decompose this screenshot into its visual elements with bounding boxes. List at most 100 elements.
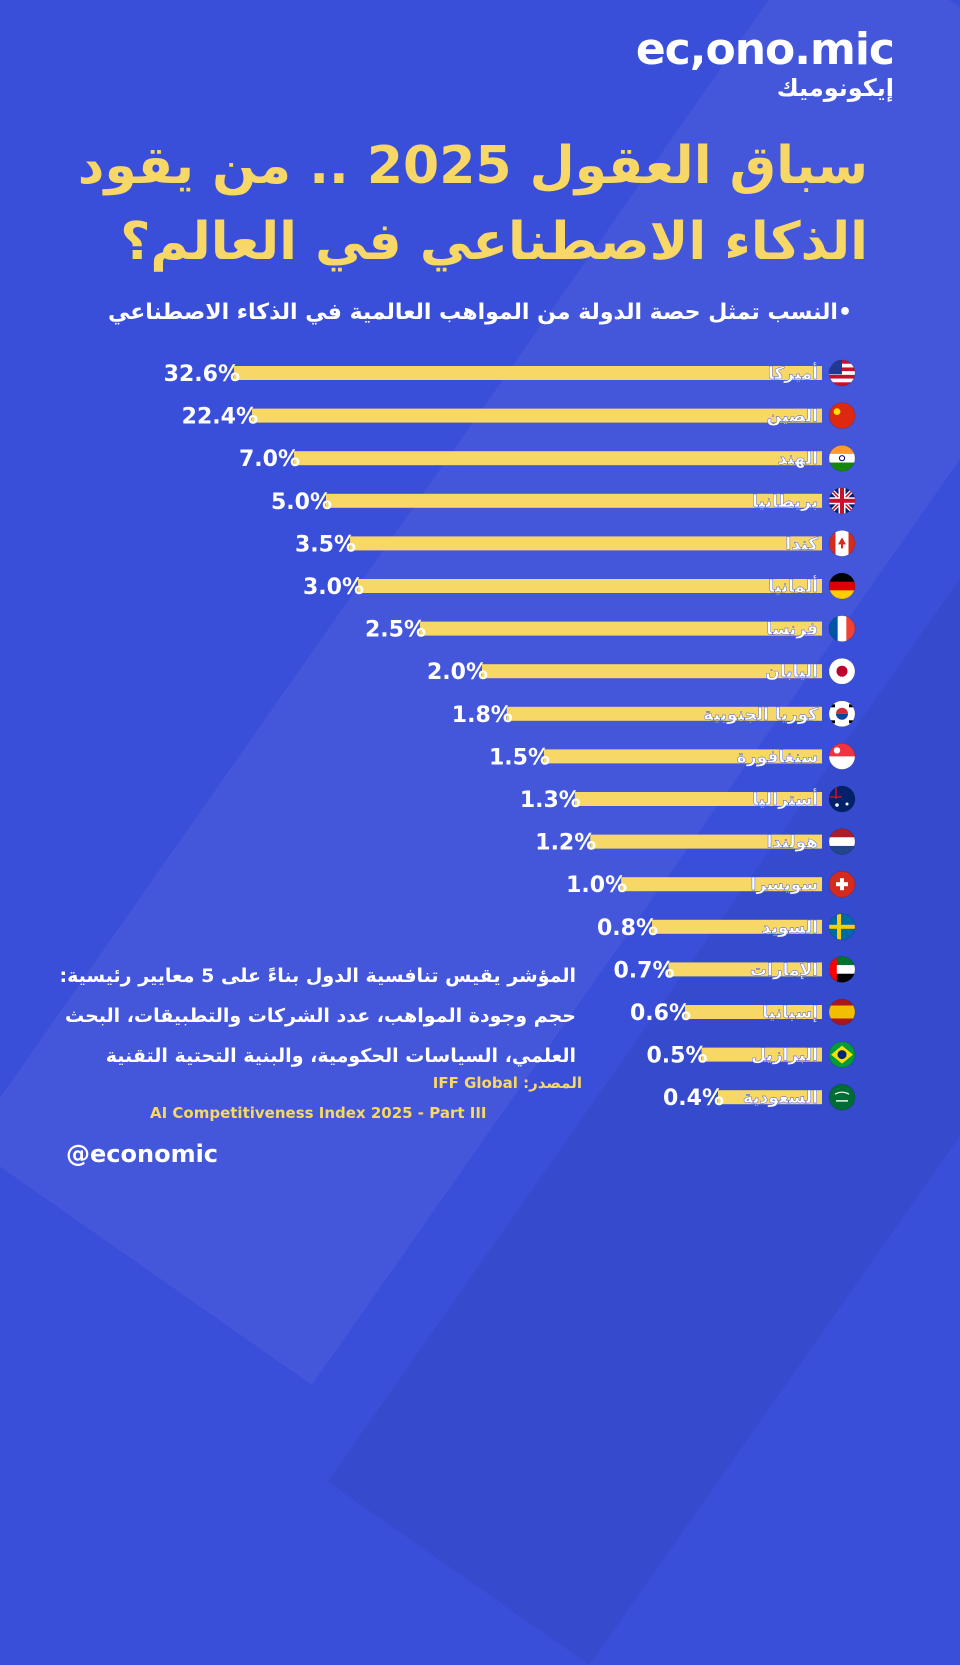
bar-row: ألمانيا 3.0% [303, 572, 856, 600]
flag-us-icon [828, 359, 856, 387]
flag-nl-icon [828, 828, 856, 855]
value-label: 32.6% [164, 362, 240, 387]
bar-row: أستراليا 1.3% [520, 785, 856, 813]
value-label: 5.0% [271, 490, 332, 515]
bar [621, 877, 822, 892]
bar [234, 366, 822, 380]
flag-se-icon [828, 913, 856, 941]
value-label: 0.6% [630, 1001, 691, 1026]
category-label: كوريا الجنوبية [703, 705, 818, 725]
category-label: سنغافورة [737, 747, 818, 767]
bar-row: سنغافورة 1.5% [489, 743, 856, 770]
bar-row: الصين 22.4% [182, 402, 856, 430]
bar-row: فرنسا 2.5% [365, 615, 856, 643]
bar [350, 536, 822, 551]
flag-de-icon [828, 572, 856, 600]
category-label: الهند [778, 449, 818, 469]
bar-row: كندا 3.5% [295, 530, 856, 557]
category-label: البرازيل [751, 1046, 818, 1066]
bar-row: بريطانيا 5.0% [271, 487, 856, 515]
value-label: 1.3% [520, 788, 581, 813]
value-label: 22.4% [182, 405, 258, 430]
bar [652, 919, 822, 934]
flag-au-icon [828, 785, 856, 813]
bar [685, 1005, 822, 1019]
bar-row: كوريا الجنوبية 1.8% [452, 700, 856, 728]
bar [252, 408, 822, 423]
value-label: 7.0% [239, 447, 300, 472]
value-label: 1.0% [566, 873, 627, 898]
value-label: 3.0% [303, 575, 364, 600]
value-label: 0.5% [646, 1044, 707, 1069]
category-label: أستراليا [752, 788, 818, 810]
bar-row: هولندا 1.2% [535, 828, 856, 856]
bar [718, 1090, 822, 1105]
flag-ca-icon [828, 530, 856, 557]
category-label: إسبانيا [762, 1003, 818, 1023]
methodology-note: المؤشر يقيس تنافسية الدول بناءً على 5 مع… [59, 965, 576, 1067]
value-label: 1.5% [489, 745, 550, 770]
source-label: المصدر: IFF Global [432, 1074, 582, 1092]
category-label: سويسرا [751, 875, 818, 895]
bar-row: السويد 0.8% [597, 913, 856, 941]
category-label: فرنسا [766, 620, 818, 640]
flag-ch-icon [828, 870, 856, 898]
bar [574, 792, 822, 806]
flag-kr-icon [828, 700, 856, 728]
social-handle: @economic [66, 1140, 219, 1168]
bar-row: البرازيل 0.5% [646, 1041, 856, 1069]
bar [482, 664, 822, 679]
flag-in-icon [828, 444, 856, 472]
brand-logo: ec,ono.mic إيكونوميك [636, 26, 895, 103]
category-label: كندا [786, 534, 819, 554]
category-label: السويد [762, 918, 818, 938]
flag-ae-icon [828, 956, 856, 983]
category-label: أميركا [768, 362, 818, 384]
flag-cn-icon [828, 402, 856, 430]
bar [420, 621, 822, 636]
value-label: 0.8% [597, 916, 658, 941]
category-label: اليابان [765, 662, 818, 682]
source-report: AI Competitiveness Index 2025 - Part III [150, 1104, 487, 1122]
value-label: 0.4% [663, 1086, 724, 1111]
bar-row: اليابان 2.0% [427, 657, 856, 685]
bar [590, 834, 822, 849]
value-label: 1.2% [535, 831, 596, 856]
category-label: هولندا [767, 833, 818, 853]
flag-br-icon [828, 1041, 856, 1068]
bar-row: أميركا 32.6% [164, 359, 856, 387]
flag-gb-icon [828, 487, 856, 515]
category-label: بريطانيا [752, 492, 818, 512]
category-label: ألمانيا [768, 575, 818, 597]
logo-arabic: إيكونوميك [776, 74, 894, 102]
category-label: السعودية [743, 1088, 818, 1108]
flag-fr-icon [828, 615, 856, 642]
bar-chart: أميركا 32.6% الصين 22.4% الهند 7.0% بريطانيا 5.… [164, 359, 856, 1111]
value-label: 2.0% [427, 660, 488, 685]
flag-sg-icon [828, 743, 856, 770]
source-block: المصدر: IFF Global AI Competitiveness In… [150, 1068, 582, 1128]
flag-sa-icon [828, 1083, 856, 1111]
flag-es-icon [828, 998, 856, 1026]
value-label: 3.5% [295, 532, 356, 557]
category-label: الإمارات [750, 960, 818, 980]
value-label: 0.7% [613, 958, 674, 983]
bar-row: السعودية 0.4% [663, 1083, 856, 1111]
bar-row: الإمارات 0.7% [613, 956, 856, 983]
bar-row: الهند 7.0% [239, 444, 856, 472]
bar [544, 749, 822, 764]
bar [294, 451, 822, 466]
flag-jp-icon [828, 657, 856, 685]
page-title: سباق العقول 2025 .. من يقود الذكاء الاصط… [77, 136, 868, 272]
bar [701, 1047, 822, 1062]
bar [506, 706, 822, 721]
bar [668, 962, 822, 977]
value-label: 2.5% [365, 618, 426, 643]
bar-row: إسبانيا 0.6% [630, 998, 856, 1026]
bar [326, 493, 822, 508]
value-label: 1.8% [452, 703, 513, 728]
category-label: الصين [767, 407, 818, 427]
chart-subtitle: •النسب تمثل حصة الدولة من المواهب العالم… [107, 300, 852, 325]
bar [358, 579, 822, 593]
bar-row: سويسرا 1.0% [566, 870, 856, 898]
